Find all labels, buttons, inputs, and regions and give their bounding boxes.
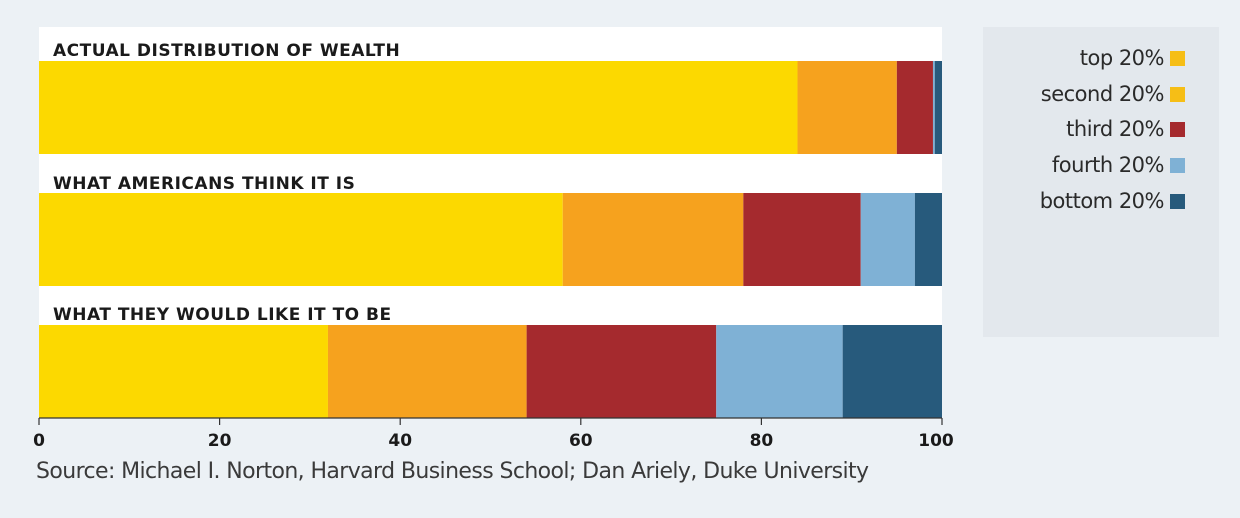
legend-label: bottom 20% (1039, 189, 1165, 213)
legend-label: second 20% (1040, 82, 1165, 106)
legend-label: top 20% (1079, 46, 1165, 70)
bar-segment-second-20-2 (562, 193, 744, 286)
x-tick-label-20: 20 (208, 431, 232, 451)
legend-swatch-second-20 (1170, 86, 1185, 102)
x-tick-label-80: 80 (750, 431, 774, 451)
bar-segment-bottom-20-1 (934, 61, 942, 154)
bar-segment-third-20-1 (896, 61, 933, 154)
panel-title-what-americans-think-it-is: WHAT AMERICANS THINK IT IS (53, 174, 355, 194)
bar-segment-fourth-20-1 (932, 61, 935, 154)
legend-swatch-top-20 (1170, 50, 1185, 66)
legend-item-bottom-20: bottom 20% (1040, 189, 1185, 213)
bar-segment-third-20-3 (526, 325, 717, 418)
x-tick-label-60: 60 (569, 431, 593, 451)
panel-title-actual-distribution-of-wealth: ACTUAL DISTRIBUTION OF WEALTH (53, 41, 400, 61)
legend: top 20% second 20% third 20% fourth 20% bott… (983, 27, 1219, 337)
bar-segment-top-20-1 (39, 61, 798, 154)
bar-segment-bottom-20-2 (914, 193, 942, 286)
legend-item-fourth-20: fourth 20% (1052, 153, 1185, 177)
bar-segment-bottom-20-3 (842, 325, 942, 418)
legend-label: fourth 20% (1051, 153, 1165, 177)
bar-segment-top-20-2 (39, 193, 563, 286)
legend-swatch-bottom-20 (1170, 193, 1185, 209)
bar-segment-third-20-2 (743, 193, 861, 286)
bar-segment-top-20-3 (39, 325, 328, 418)
legend-item-top-20: top 20% (1080, 46, 1185, 70)
source-note: Source: Michael I. Norton, Harvard Busin… (36, 459, 869, 484)
x-tick-label-0: 0 (33, 431, 45, 451)
legend-item-third-20: third 20% (1066, 117, 1185, 141)
panel-title-what-they-would-like-it-to-be: WHAT THEY WOULD LIKE IT TO BE (53, 305, 392, 325)
legend-item-second-20: second 20% (1041, 82, 1185, 106)
legend-swatch-third-20 (1170, 121, 1185, 137)
bar-segment-second-20-3 (327, 325, 527, 418)
bar-segment-second-20-1 (797, 61, 897, 154)
bar-segment-fourth-20-3 (716, 325, 843, 418)
x-tick-label-40: 40 (388, 431, 412, 451)
bar-segment-fourth-20-2 (860, 193, 915, 286)
legend-label: third 20% (1066, 117, 1164, 141)
legend-swatch-fourth-20 (1170, 157, 1185, 173)
x-tick-label-100: 100 (918, 431, 954, 451)
